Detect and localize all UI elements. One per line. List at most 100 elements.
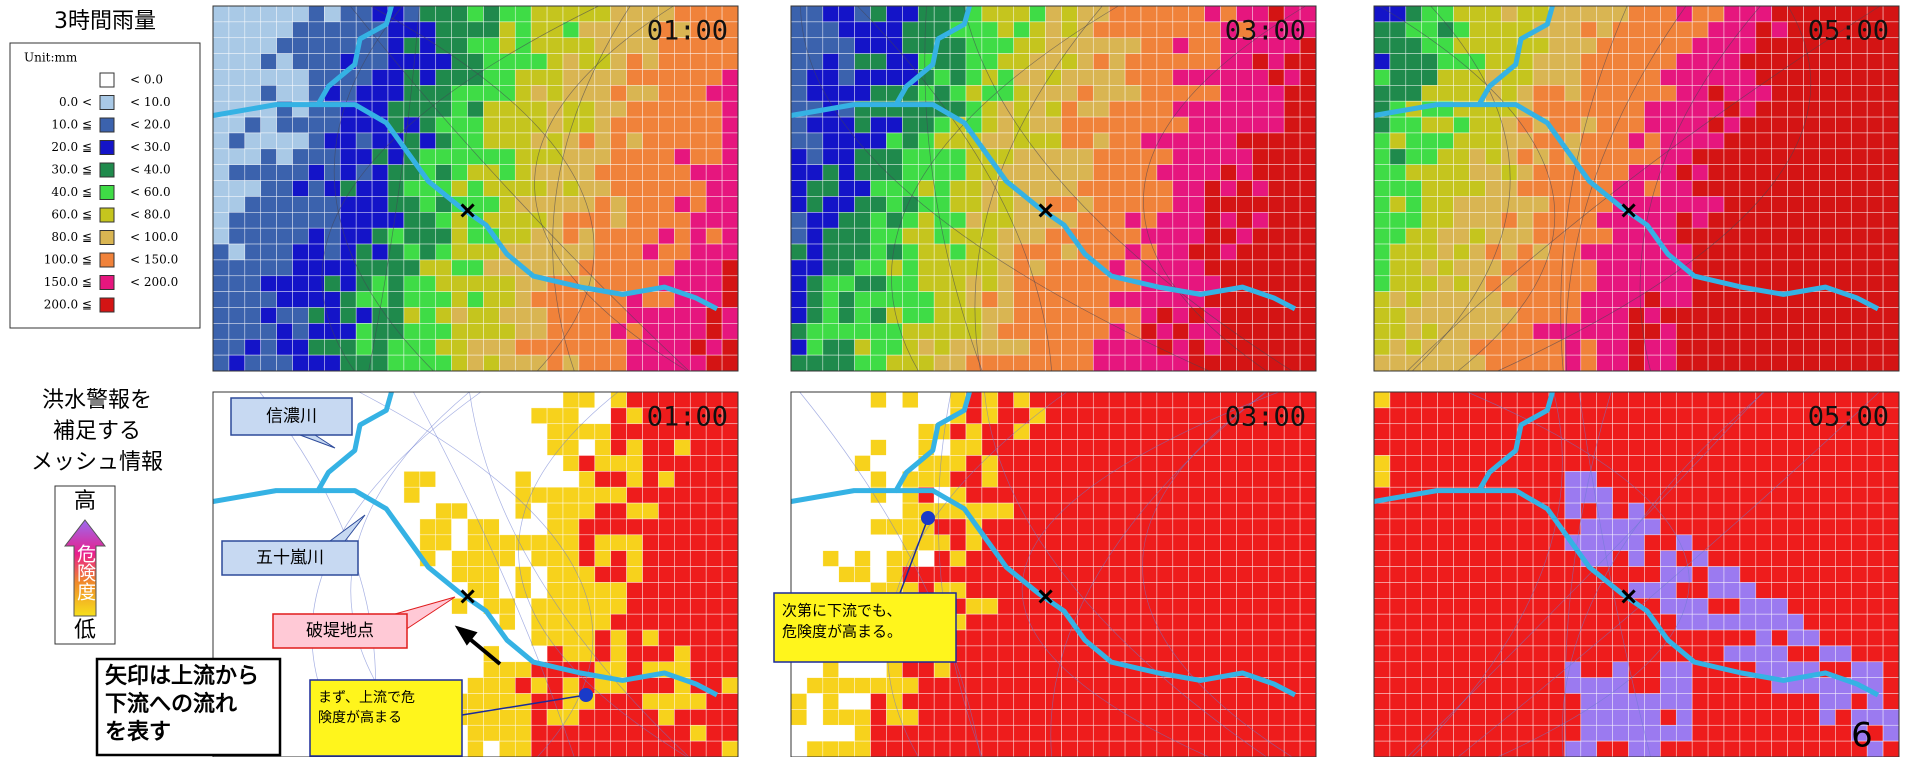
mesh-cell bbox=[1660, 180, 1677, 197]
mesh-cell bbox=[933, 291, 951, 308]
mesh-cell bbox=[902, 661, 919, 678]
mesh-cell bbox=[1819, 132, 1836, 150]
mesh-cell bbox=[244, 180, 262, 197]
mesh-cell bbox=[870, 37, 887, 54]
mesh-cell bbox=[790, 69, 808, 86]
mesh-cell bbox=[1532, 677, 1550, 694]
mesh-cell bbox=[1140, 85, 1158, 102]
mesh-cell bbox=[1516, 677, 1534, 694]
mesh-cell bbox=[1755, 259, 1773, 277]
mesh-cell bbox=[1660, 5, 1677, 23]
mesh-cell bbox=[642, 550, 659, 567]
mesh-cell bbox=[1204, 132, 1221, 150]
mesh-cell bbox=[1421, 148, 1438, 165]
mesh-cell bbox=[1045, 227, 1062, 245]
mesh-cell bbox=[1835, 709, 1852, 726]
mesh-cell bbox=[244, 439, 262, 456]
mesh-cell bbox=[1108, 5, 1126, 23]
mesh-cell bbox=[1437, 613, 1454, 631]
mesh-cell bbox=[642, 164, 659, 181]
mesh-cell bbox=[1236, 338, 1253, 356]
mesh-cell bbox=[435, 21, 452, 39]
mesh-cell bbox=[483, 291, 500, 308]
mesh-cell bbox=[1220, 550, 1237, 567]
mesh-cell bbox=[1140, 21, 1158, 39]
mesh-cell bbox=[1644, 423, 1661, 440]
mesh-cell bbox=[1850, 455, 1868, 472]
mesh-cell bbox=[1124, 354, 1142, 372]
mesh-cell bbox=[965, 259, 983, 277]
mesh-cell bbox=[806, 566, 824, 583]
mesh-cell bbox=[1108, 164, 1126, 181]
mesh-cell bbox=[1140, 164, 1158, 181]
mesh-cell bbox=[1628, 291, 1645, 308]
mesh-cell bbox=[642, 645, 659, 663]
mesh-cell bbox=[467, 5, 484, 23]
mesh-cell bbox=[1596, 5, 1613, 23]
mesh-cell bbox=[530, 534, 548, 551]
mesh-cell bbox=[1453, 227, 1470, 245]
mesh-cell bbox=[917, 740, 935, 757]
mesh-cell bbox=[1500, 661, 1518, 678]
mesh-cell bbox=[483, 85, 500, 102]
mesh-cell bbox=[1013, 677, 1030, 694]
mesh-cell bbox=[1691, 566, 1709, 583]
mesh-cell bbox=[1108, 323, 1126, 340]
mesh-cell bbox=[260, 243, 277, 261]
mesh-cell bbox=[790, 566, 808, 583]
mesh-cell bbox=[822, 709, 840, 726]
mesh-cell bbox=[721, 259, 739, 277]
mesh-cell bbox=[1108, 582, 1126, 599]
mesh-cell bbox=[1691, 354, 1709, 372]
mesh-cell bbox=[1612, 471, 1629, 488]
mesh-cell bbox=[1580, 423, 1598, 440]
mesh-cell bbox=[1061, 661, 1078, 678]
mesh-cell bbox=[387, 307, 405, 324]
mesh-cell bbox=[642, 354, 659, 372]
mesh-cell bbox=[1866, 550, 1884, 567]
mesh-cell bbox=[997, 196, 1015, 213]
mesh-cell bbox=[1061, 724, 1078, 742]
mesh-cell bbox=[1675, 455, 1693, 472]
mesh-cell bbox=[1755, 164, 1773, 181]
mesh-cell bbox=[1660, 566, 1677, 583]
mesh-cell bbox=[1267, 550, 1285, 567]
mesh-cell bbox=[1283, 338, 1301, 356]
mesh-cell bbox=[790, 291, 808, 308]
mesh-cell bbox=[1469, 212, 1486, 229]
mesh-cell bbox=[1485, 423, 1502, 440]
breach-mark bbox=[1621, 589, 1636, 604]
mesh-cell bbox=[594, 518, 612, 536]
mesh-cell bbox=[1220, 502, 1237, 520]
mesh-cell bbox=[292, 85, 309, 102]
mesh-cell bbox=[1029, 338, 1046, 356]
mesh-cell bbox=[1172, 709, 1190, 726]
mesh-cell bbox=[1437, 69, 1454, 86]
mesh-cell bbox=[1437, 212, 1454, 229]
mesh-cell bbox=[1882, 100, 1900, 118]
mesh-cell bbox=[1092, 677, 1110, 694]
mesh-cell bbox=[933, 307, 951, 324]
mesh-cell bbox=[1882, 116, 1900, 134]
mesh-cell bbox=[1220, 518, 1237, 536]
mesh-cell bbox=[658, 471, 675, 488]
mesh-cell bbox=[228, 21, 246, 39]
mesh-cell bbox=[1437, 439, 1454, 456]
mesh-cell bbox=[1850, 502, 1868, 520]
mesh-cell bbox=[1850, 243, 1868, 261]
mesh-cell bbox=[870, 132, 887, 150]
mesh-cell bbox=[1819, 518, 1836, 536]
mesh-cell bbox=[1660, 709, 1677, 726]
mesh-cell bbox=[1188, 259, 1205, 277]
mesh-cell bbox=[1835, 100, 1852, 118]
mesh-cell bbox=[1013, 645, 1030, 663]
river2-text: 五十嵐川 bbox=[256, 548, 324, 568]
mesh-cell bbox=[530, 5, 548, 23]
mesh-cell bbox=[1124, 740, 1142, 757]
mesh-cell bbox=[1485, 693, 1502, 710]
mesh-cell bbox=[949, 740, 967, 757]
mesh-cell bbox=[1077, 455, 1094, 472]
mesh-cell bbox=[1771, 709, 1788, 726]
mesh-cell bbox=[1469, 661, 1486, 678]
mesh-cell bbox=[1124, 227, 1142, 245]
